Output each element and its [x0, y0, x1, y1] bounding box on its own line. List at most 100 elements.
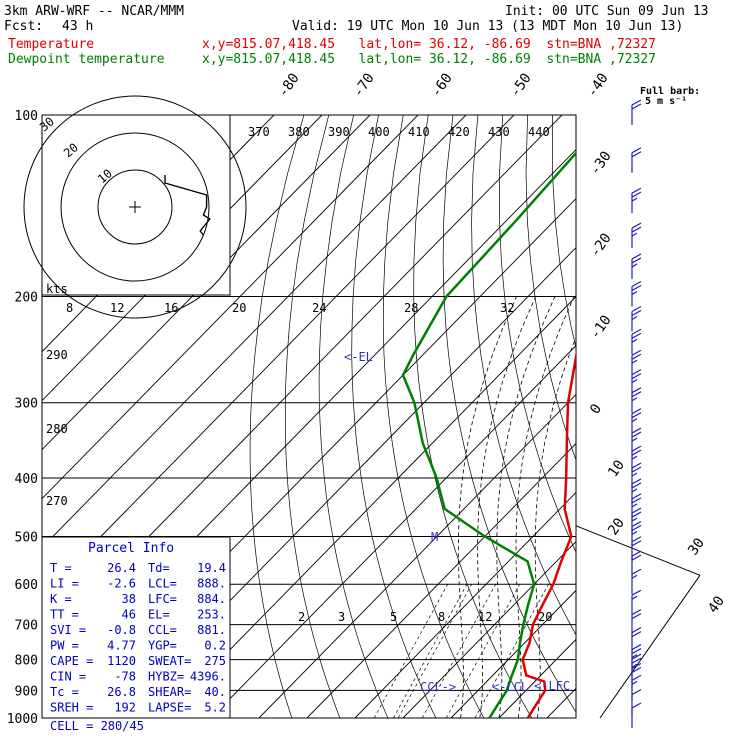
wind-barb	[631, 689, 642, 715]
parcel-value: 4396.	[190, 670, 226, 684]
parcel-value: 884.	[197, 592, 226, 606]
parcel-value: 4.77	[107, 639, 136, 653]
dry-adiabat	[702, 115, 740, 718]
parcel-label: EL=	[148, 608, 170, 622]
isotherm-line	[691, 115, 740, 718]
theta-label: 420	[448, 125, 470, 139]
isotherm-line	[498, 638, 576, 718]
parcel-cell: CELL = 280/45	[50, 719, 144, 733]
mixing-ratio-low-label: 5	[390, 610, 397, 624]
parcel-label: Tc =	[50, 685, 79, 699]
valid-time: Valid: 19 UTC Mon 10 Jun 13 (13 MDT Mon …	[292, 19, 684, 34]
wind-barb	[631, 99, 642, 125]
init-time: Init: 00 UTC Sun 09 Jun 13	[505, 4, 709, 19]
dry-adiabat	[552, 115, 576, 349]
wind-barb	[631, 493, 642, 519]
mixing-ratio-line	[373, 584, 449, 718]
mixing-ratio-label: 12	[110, 301, 124, 315]
wind-barb	[631, 187, 642, 214]
wind-barb	[631, 305, 642, 332]
parcel-label: CCL=	[148, 623, 177, 637]
dry-adiabat	[382, 115, 485, 718]
parcel-value: -0.8	[107, 623, 136, 637]
isotherm-line	[643, 115, 740, 718]
wind-barb-legend-2: 5 m s⁻¹	[645, 96, 687, 107]
model-title: 3km ARW-WRF -- NCAR/MMM	[4, 4, 185, 19]
isotherm-line	[162, 295, 576, 718]
parcel-value: 275	[204, 654, 226, 668]
temperature-legend: Temperature	[8, 37, 95, 52]
parcel-value: 46	[122, 608, 136, 622]
hodograph-ring	[23, 95, 247, 319]
parcel-value: 5.2	[204, 701, 226, 715]
isotherm-line	[42, 115, 371, 451]
moist-adiabat	[496, 296, 556, 718]
theta-left-label: 290	[46, 348, 68, 362]
parcel-value: 40.	[204, 685, 226, 699]
dewpoint-legend: Dewpoint temperature	[8, 52, 165, 67]
wind-barb	[631, 369, 642, 395]
wind-barb	[631, 507, 642, 534]
parcel-value: 38	[122, 592, 136, 606]
mixing-ratio-low-label: 3	[338, 610, 345, 624]
wind-barb	[631, 478, 642, 504]
isotherm-line	[595, 115, 740, 718]
parcel-label: LFC=	[148, 592, 177, 606]
isotherm-line	[402, 540, 576, 718]
mixing-ratio-line	[393, 584, 468, 718]
parcel-label: CIN =	[50, 670, 86, 684]
dry-adiabat	[249, 115, 305, 718]
dry-adiabat	[677, 115, 740, 718]
parcel-label: HYBZ=	[148, 670, 184, 684]
wind-barb	[631, 702, 642, 728]
hodograph-ring	[60, 132, 210, 282]
wind-barb-legend-1: Full barb:	[640, 86, 700, 97]
wind-barb	[631, 462, 642, 489]
dewpoint-profile	[401, 151, 576, 718]
parcel-label: CAPE =	[50, 654, 93, 668]
forecast-hour: 43 h	[62, 19, 94, 34]
ccl-marker: CCL->	[420, 680, 456, 694]
extension-edge-top	[575, 525, 701, 576]
wind-barb	[631, 609, 642, 635]
forecast-label: Fcst:	[4, 19, 44, 34]
wind-barb	[631, 349, 642, 376]
mixing-ratio-label: 28	[404, 301, 418, 315]
dry-adiabat	[525, 115, 576, 462]
mixing-ratio-low-label: 12	[478, 610, 492, 624]
el-marker: <-EL	[344, 350, 373, 364]
parcel-value: 19.4	[197, 561, 226, 575]
parcel-value: 253.	[197, 608, 226, 622]
temperature-tick-label: -20	[587, 230, 615, 260]
wind-barb	[631, 568, 642, 595]
dry-adiabat	[442, 115, 576, 713]
moist-adiabat	[457, 296, 517, 718]
dry-adiabat	[499, 115, 576, 553]
isotherm-line	[306, 442, 576, 718]
extension-edge-bottom	[599, 575, 701, 719]
wind-barb	[631, 427, 642, 454]
wind-barb	[631, 445, 642, 472]
mixing-ratio-line	[421, 584, 497, 718]
wind-barb	[631, 550, 642, 577]
theta-label: 430	[488, 125, 510, 139]
mixing-ratio-label: 24	[312, 301, 326, 315]
temperature-tick-label: -60	[428, 70, 456, 100]
wind-barb	[631, 280, 642, 307]
mixing-ratio-label: 8	[66, 301, 73, 315]
parcel-value: 192	[114, 701, 136, 715]
theta-label: 380	[288, 125, 310, 139]
wind-barb	[631, 222, 642, 249]
mixing-ratio-line	[397, 584, 473, 718]
mixing-ratio-low-label: 2	[298, 610, 305, 624]
temperature-tick-label: 30	[685, 535, 708, 558]
parcel-label: LAPSE=	[148, 701, 191, 715]
parcel-label: SHEAR=	[148, 685, 191, 699]
parcel-value: -2.6	[107, 577, 136, 591]
parcel-label: Td=	[148, 561, 170, 575]
temperature-location: x,y=815.07,418.45 lat,lon= 36.12, -86.69…	[202, 37, 656, 52]
mixing-ratio-line	[474, 584, 549, 718]
dry-adiabat	[284, 115, 341, 718]
dry-adiabat	[627, 115, 740, 718]
mixing-ratio-label: 16	[164, 301, 178, 315]
